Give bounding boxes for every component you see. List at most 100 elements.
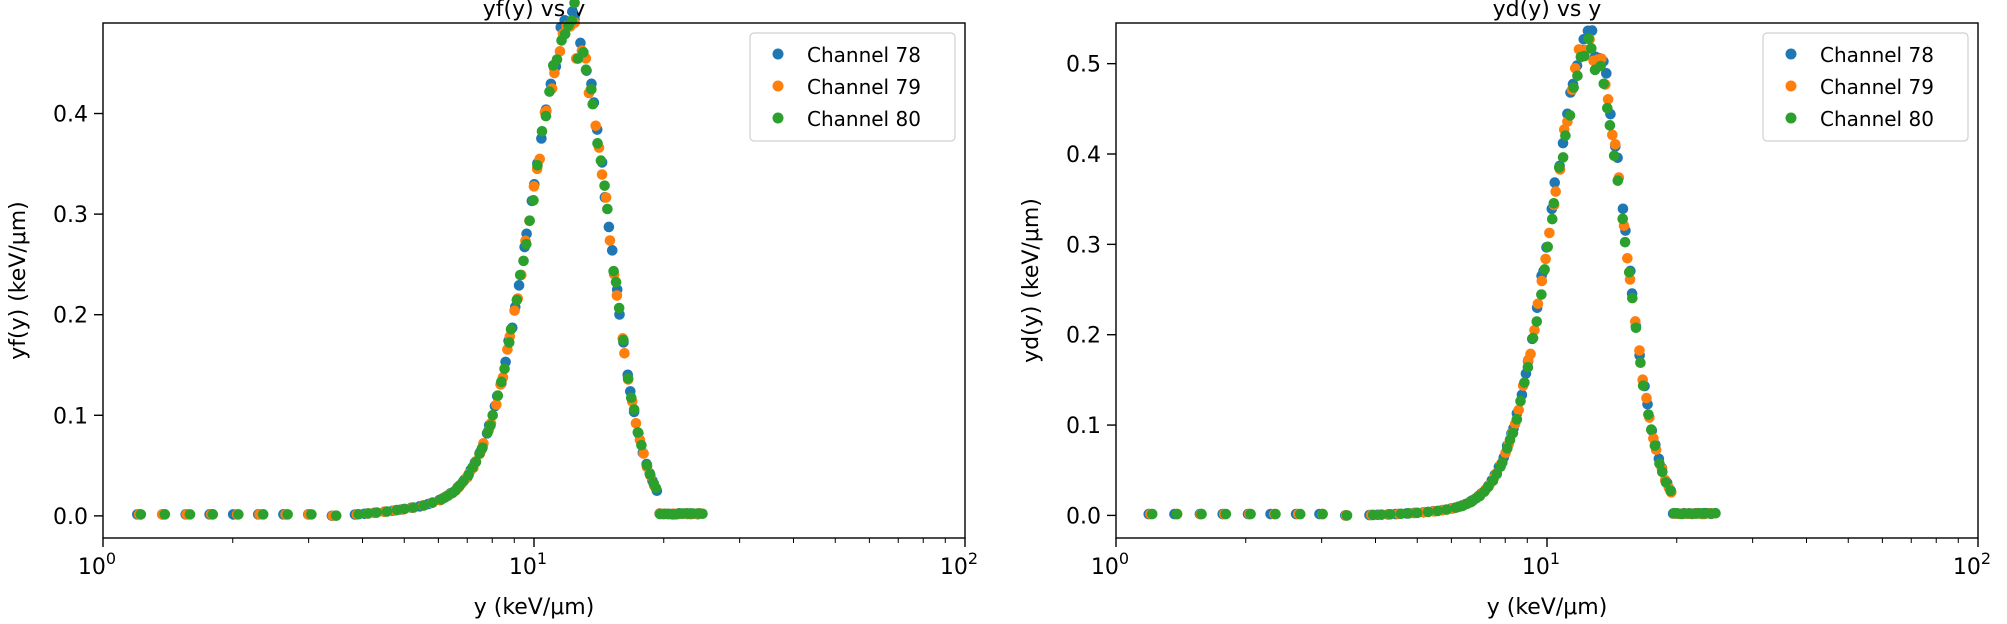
data-point-channel_80 (1527, 332, 1539, 344)
data-point-channel_79 (554, 45, 566, 57)
data-point-channel_80 (1411, 507, 1423, 519)
data-point-channel_80 (641, 459, 653, 471)
data-point-channel_80 (399, 503, 410, 515)
x-tick-exponent: 1 (1550, 549, 1560, 568)
y-tick-label: 0.0 (1066, 504, 1101, 529)
data-point-channel_80 (470, 456, 482, 468)
data-point-channel_79 (600, 192, 612, 203)
legend-marker-channel_80 (772, 112, 784, 124)
data-point-channel_80 (650, 482, 662, 494)
x-tick-base: 10 (1091, 555, 1119, 580)
data-point-channel_80 (418, 500, 430, 511)
data-point-channel_80 (1511, 414, 1523, 425)
data-point-channel_80 (544, 86, 555, 97)
y-tick-label: 0.1 (1066, 414, 1101, 439)
data-point-channel_80 (1665, 485, 1676, 497)
data-point-channel_80 (1403, 508, 1414, 519)
data-point-channel_80 (1441, 504, 1452, 515)
data-point-channel_80 (524, 215, 535, 226)
data-point-channel_80 (587, 98, 599, 110)
data-point-channel_80 (485, 420, 496, 431)
data-point-channel_80 (528, 195, 539, 206)
data-point-channel_80 (1531, 316, 1543, 327)
x-tick-exponent: 2 (1981, 549, 1991, 568)
data-point-channel_80 (559, 28, 571, 40)
x-tick-exponent: 0 (1119, 549, 1129, 568)
x-tick-base: 10 (940, 555, 968, 580)
data-point-channel_80 (1385, 509, 1396, 520)
data-point-channel_80 (608, 265, 619, 277)
data-point-channel_80 (1637, 380, 1649, 391)
data-point-channel_79 (491, 399, 502, 410)
data-point-channel_78 (606, 245, 618, 256)
data-point-channel_80 (628, 404, 640, 415)
legend: Channel 78 Channel 79 Channel 80 (749, 32, 956, 142)
legend-marker-channel_79 (772, 80, 784, 92)
data-point-channel_80 (1560, 130, 1571, 141)
data-point-channel_80 (1317, 508, 1328, 520)
data-point-channel_80 (1612, 175, 1624, 186)
data-point-channel_79 (1540, 253, 1551, 265)
data-point-channel_80 (566, 15, 578, 26)
data-point-channel_80 (540, 110, 552, 122)
legend-label: Channel 78 (807, 43, 921, 67)
y-tick-label: 0.3 (53, 203, 88, 228)
data-point-channel_79 (528, 181, 540, 192)
x-tick-exponent: 0 (106, 549, 116, 568)
legend-marker-channel_78 (1785, 48, 1797, 60)
data-point-channel_80 (363, 508, 374, 519)
data-point-channel_79 (1532, 298, 1544, 310)
data-point-channel_80 (1376, 509, 1387, 520)
legend-label: Channel 78 (1820, 43, 1934, 67)
data-point-channel_80 (1146, 508, 1158, 520)
data-point-channel_80 (625, 392, 637, 404)
data-point-channel_80 (580, 64, 592, 76)
data-point-channel_80 (644, 469, 656, 480)
x-tick-base: 10 (1522, 555, 1550, 580)
data-point-channel_80 (1553, 162, 1565, 173)
data-point-channel_78 (1601, 68, 1612, 79)
data-point-channel_80 (1536, 289, 1547, 300)
data-point-channel_80 (496, 376, 507, 388)
data-point-channel_80 (1294, 508, 1306, 520)
data-point-channel_80 (1583, 33, 1594, 44)
data-point-channel_80 (1270, 508, 1281, 520)
data-point-channel_80 (521, 238, 532, 250)
data-point-channel_80 (1601, 102, 1613, 114)
data-point-channel_78 (1617, 203, 1629, 215)
data-point-channel_80 (330, 510, 342, 521)
data-point-channel_80 (1619, 236, 1631, 248)
data-point-channel_80 (1710, 507, 1721, 519)
data-point-channel_80 (1604, 120, 1616, 131)
data-point-channel_80 (511, 294, 523, 306)
data-point-channel_80 (353, 508, 364, 520)
y-tick-label: 0.3 (1066, 233, 1101, 258)
data-point-channel_79 (1525, 348, 1536, 360)
x-tick-label: 101 (1522, 549, 1560, 580)
legend-box (1762, 32, 1969, 142)
data-point-channel_80 (492, 390, 504, 401)
x-axis-label: y (keV/μm) (1487, 595, 1608, 620)
data-point-channel_80 (1546, 213, 1558, 225)
data-point-channel_79 (611, 290, 623, 301)
data-point-channel_80 (1220, 508, 1232, 520)
data-point-channel_80 (1539, 264, 1550, 275)
data-point-channel_80 (503, 337, 515, 348)
data-point-channel_80 (1542, 241, 1554, 253)
data-point-channel_80 (371, 507, 383, 518)
data-point-channel_80 (1656, 466, 1668, 478)
data-point-channel_80 (1171, 508, 1183, 520)
data-point-channel_80 (532, 159, 543, 171)
data-point-channel_80 (1586, 43, 1597, 54)
data-point-channel_80 (1595, 60, 1606, 72)
data-point-channel_80 (602, 203, 613, 215)
data-points (132, 0, 708, 522)
data-point-channel_80 (1627, 292, 1638, 304)
data-point-channel_80 (1422, 506, 1434, 518)
data-point-channel_80 (1635, 357, 1646, 369)
data-point-channel_80 (697, 508, 708, 520)
x-tick-base: 10 (1953, 555, 1981, 580)
